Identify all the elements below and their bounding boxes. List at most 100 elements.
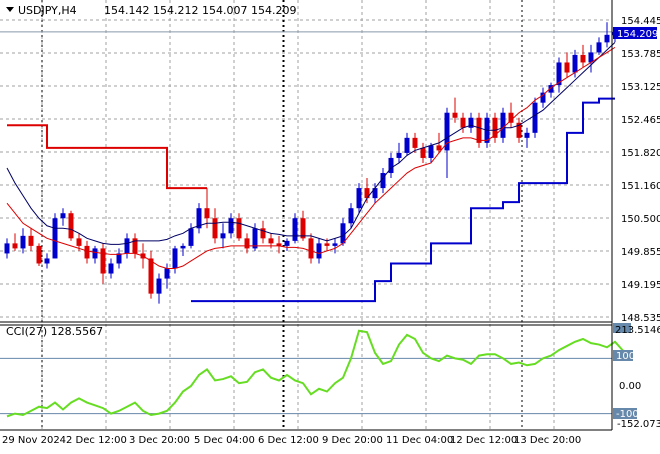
candle-body [468,117,474,128]
candle-body [52,218,58,259]
candle-body [284,240,290,246]
cci-zero-label: 0.00 [619,381,641,392]
cci-level-marker [613,408,637,419]
candle-body [364,188,370,199]
candle-body [532,102,538,133]
ema-line [6,46,616,270]
candle-body [148,258,154,294]
candle-body [444,112,450,151]
cci-line [6,329,624,418]
ohlc-values: 154.142 154.212 154.007 154.209 [104,4,296,17]
cci-top-marker [613,323,631,333]
price-tick: 154.445 [621,16,660,27]
candle-body [452,112,458,118]
candle-body [324,243,330,246]
price-tick: 152.465 [621,115,660,126]
trailing-stop-up-line [191,97,615,303]
cci-top-label: 213.5146 [615,325,660,336]
candle-body [508,112,514,123]
trailing-stop-down-line [7,124,207,190]
price-tick: 153.125 [621,82,660,93]
price-tick: 149.855 [621,247,660,258]
candle-body [516,122,522,138]
collapse-triangle-icon[interactable] [6,7,14,12]
candle-body [172,248,178,269]
price-tick: 150.500 [621,214,660,225]
cci-pane [0,329,624,418]
candle-body [44,258,50,264]
price-tick: 148.535 [621,313,660,324]
candle-body [164,268,170,279]
candle-body [92,248,98,259]
candle-body [292,218,298,241]
candle-body [260,228,266,239]
candle-body [188,228,194,246]
candle-body [300,218,306,239]
candle-body [308,238,314,259]
price-tick: 153.785 [621,49,660,60]
current-price-marker [613,27,657,39]
candle-body [20,235,26,249]
time-label: 29 Nov 2024 [2,435,66,446]
candle-body [356,188,362,209]
price-axis: 154.445 153.785 153.125 152.465 151.820 … [621,16,660,324]
candle-body [340,223,346,244]
cci-label: CCI(27) 128.5567 [6,325,103,338]
candle-body [268,238,274,244]
time-label: 6 Dec 12:00 [258,435,319,446]
price-tick: 151.160 [621,181,660,192]
candle-body [28,235,34,246]
candle-body [396,152,402,158]
sma-line [6,41,616,245]
candle-body [564,62,570,73]
candle-body [588,52,594,63]
candle-body [572,54,578,73]
candle-body [76,238,82,246]
candle-body [36,245,42,264]
candle-body [556,62,562,86]
candle-body [524,132,530,138]
candle-body [132,238,138,254]
time-label: 9 Dec 20:00 [322,435,383,446]
candle-body [124,238,130,254]
candle-body [316,243,322,259]
cci-level-minus100-label: -100 [616,409,639,420]
current-price-label: 154.209 [617,29,658,40]
time-label: 11 Dec 04:00 [386,435,453,446]
candle-body [548,85,554,93]
candle-body [380,173,386,189]
candle-body [180,245,186,249]
time-label: 2 Dec 12:00 [66,435,127,446]
candle-body [460,117,466,128]
candle-body [604,34,610,43]
candle-body [4,243,10,254]
candle-body [196,208,202,229]
candle-body [436,145,442,151]
cci-level-marker [613,350,633,361]
time-axis: 29 Nov 2024 2 Dec 12:00 3 Dec 20:00 5 De… [2,435,581,446]
time-label: 13 Dec 20:00 [514,435,581,446]
time-label: 12 Dec 12:00 [450,435,517,446]
candle-body [100,248,106,274]
candle-body [388,157,394,174]
candle-body [372,188,378,199]
candle-body [596,42,602,53]
candle-body [60,213,66,219]
candle-body [332,243,338,246]
candle-body [84,245,90,259]
time-label: 3 Dec 20:00 [129,435,190,446]
candle-body [68,213,74,239]
symbol-timeframe: USDJPY,H4 [18,4,77,17]
candle-body [220,233,226,239]
candle-body [476,117,482,143]
candle-body [252,228,258,249]
candle-body [428,145,434,158]
price-tick: 149.195 [621,280,660,291]
candle-body [580,54,586,63]
candle-body [492,117,498,138]
candle-body [212,218,218,239]
cci-level-100-label: 100 [616,351,635,362]
